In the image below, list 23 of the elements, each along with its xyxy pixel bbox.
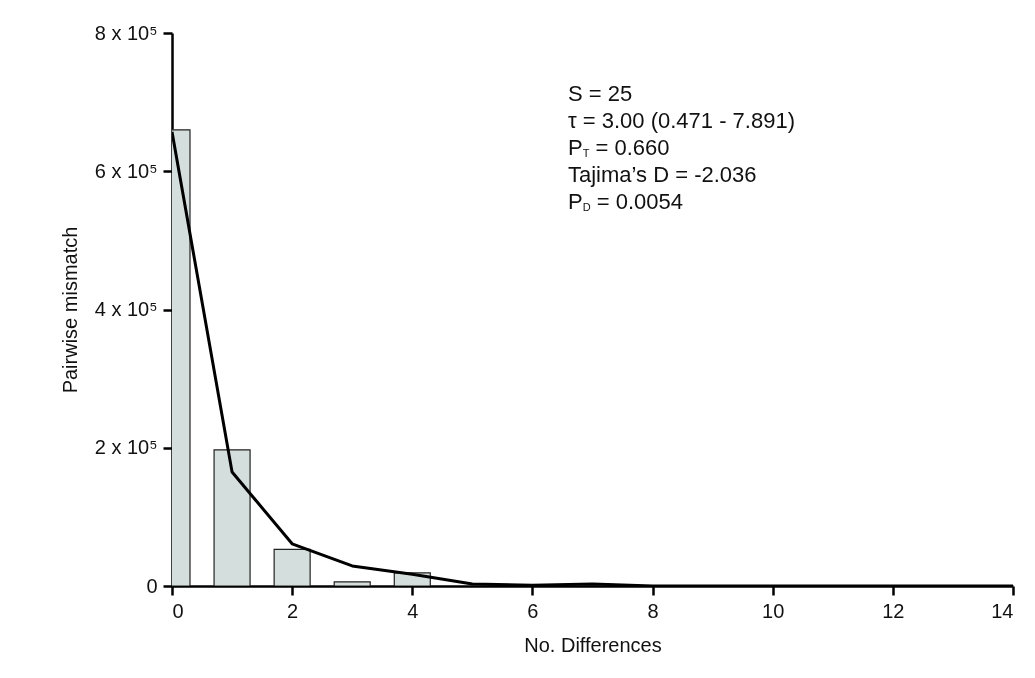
y-tick-label: 4 x 10⁵ <box>94 298 158 320</box>
annotation: τ = 3.00 (0.471 - 7.891) <box>568 107 796 134</box>
bar <box>333 581 371 586</box>
x-tick-label: 2 <box>287 599 299 622</box>
x-axis-title: No. Differences <box>524 633 662 656</box>
y-tick-label: 0 <box>146 574 158 597</box>
y-tick-label: 8 x 10⁵ <box>94 21 158 44</box>
y-axis-title: Pairwise mismatch <box>58 226 81 394</box>
x-tick-label: 14 <box>991 599 1014 622</box>
x-tick-label: 12 <box>882 599 905 622</box>
x-tick-label: 8 <box>647 599 659 622</box>
x-tick-label: 6 <box>527 599 539 622</box>
y-tick-label: 6 x 10⁵ <box>94 159 158 182</box>
annotation: Tajima’s D = -2.036 <box>568 161 758 188</box>
annotation: P$_{T}$ = 0.660 <box>568 134 671 161</box>
annotation: S = 25 <box>568 80 634 107</box>
bar <box>273 548 311 586</box>
y-tick-label: 2 x 10⁵ <box>94 436 158 459</box>
bar <box>213 449 251 586</box>
annotation: P$_{D}$ = 0.0054 <box>568 188 684 215</box>
x-tick-label: 10 <box>762 599 785 622</box>
x-tick-label: 0 <box>172 599 184 622</box>
x-tick-label: 4 <box>407 599 419 622</box>
